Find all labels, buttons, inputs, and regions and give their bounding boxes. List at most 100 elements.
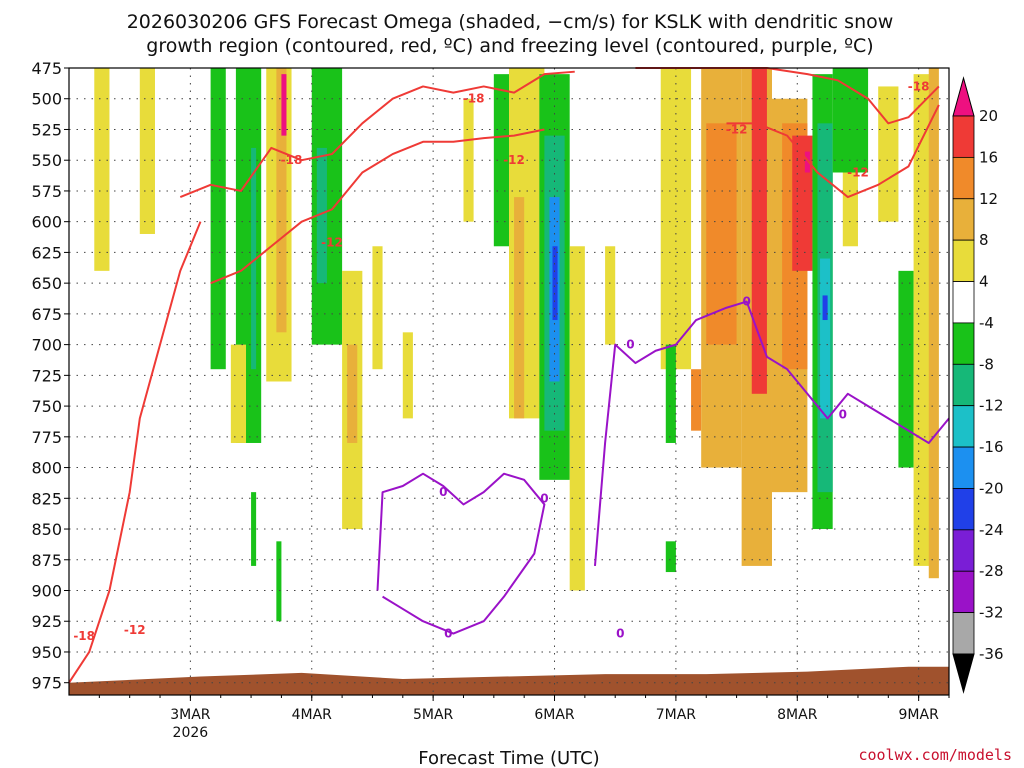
contour-line (593, 300, 950, 566)
colorbar-bin (952, 322, 975, 365)
omega-cell (842, 172, 858, 247)
contour-label: -18 (281, 153, 303, 167)
omega-cell (210, 68, 226, 370)
omega-cell (569, 246, 585, 591)
omega-cell (94, 68, 110, 271)
x-tick-label: 7MAR (656, 707, 697, 723)
colorbar-label: -16 (979, 438, 1004, 456)
contour-label: 0 (616, 627, 624, 641)
contour-line (376, 472, 546, 635)
x-tick-label: 9MAR (899, 707, 940, 723)
omega-cell (832, 68, 869, 173)
y-tick-label: 525 (31, 120, 62, 139)
omega-cell (281, 74, 287, 136)
colorbar-bin (952, 570, 975, 614)
colorbar-bin (952, 198, 975, 241)
contour-label: -18 (73, 629, 95, 643)
y-tick-label: 750 (31, 397, 62, 416)
contour-label: 0 (626, 338, 634, 352)
omega-cell (251, 147, 257, 370)
omega-cell (316, 147, 327, 284)
y-tick-label: 600 (31, 213, 62, 232)
colorbar-bin (952, 363, 975, 407)
colorbar-bin (952, 405, 975, 448)
y-tick-label: 475 (31, 59, 62, 78)
y-tick-label: 975 (31, 674, 62, 693)
colorbar-bin (952, 488, 975, 531)
x-tick-label: 3MAR (170, 707, 211, 723)
contour-label: -18 (908, 79, 930, 93)
y-tick-label: 650 (31, 274, 62, 293)
colorbar-label: -24 (979, 521, 1004, 539)
y-tick-label: 675 (31, 305, 62, 324)
time-axis: 3MAR 2026 4MAR 5MAR 6MAR 7MAR 8MAR 9MAR (98, 695, 950, 741)
omega-cell (691, 369, 702, 431)
colorbar-label: -4 (979, 314, 994, 332)
colorbar-bin (952, 446, 975, 489)
omega-cell (605, 246, 616, 345)
x-tick-label: 5MAR (413, 707, 454, 723)
contour-line (179, 70, 575, 199)
plot-frame (68, 67, 950, 696)
omega-cell (463, 98, 474, 222)
omega-shading (94, 68, 939, 622)
contour-line (68, 221, 202, 684)
y-tick-label: 950 (31, 643, 62, 662)
colorbar: 20 16 12 8 4 -4 -8 -12 -16 -20 -24 -28 -32 -36 (952, 76, 1004, 694)
x-tick-label: 8MAR (777, 707, 818, 723)
colorbar-label: 8 (979, 231, 989, 249)
colorbar-label: 16 (979, 148, 998, 166)
colorbar-label: -28 (979, 562, 1004, 580)
y-tick-label: 825 (31, 489, 62, 508)
y-tick-label: 550 (31, 151, 62, 170)
y-tick-label: 700 (31, 336, 62, 355)
terrain-area (69, 666, 949, 695)
y-tick-label: 500 (31, 90, 62, 109)
contour-line (726, 104, 940, 199)
omega-cell (552, 246, 558, 321)
omega-cell (372, 246, 383, 370)
contour-label: 0 (444, 627, 452, 641)
y-tick-label: 575 (31, 182, 62, 201)
colorbar-label: -36 (979, 645, 1004, 663)
x-tick-label: 6MAR (534, 707, 575, 723)
y-tick-label: 775 (31, 428, 62, 447)
x-tick-label: 4MAR (292, 707, 333, 723)
omega-cell (878, 86, 899, 222)
terrain-fill (69, 666, 949, 695)
y-tick-label: 850 (31, 520, 62, 539)
contour-label: -12 (726, 122, 748, 136)
contour-line (210, 128, 545, 285)
contour-label: 0 (540, 491, 548, 505)
omega-cell (276, 541, 282, 622)
omega-cell (230, 344, 247, 443)
contour-label: -12 (321, 236, 343, 250)
temperature-contours (68, 67, 950, 684)
omega-cell (706, 123, 737, 345)
colorbar-bin (952, 115, 975, 158)
colorbar-label: -12 (979, 397, 1004, 415)
contour-label: -12 (503, 153, 525, 167)
chart-title-line1: 2026030206 GFS Forecast Omega (shaded, −… (127, 11, 894, 33)
colorbar-cap-bottom (952, 653, 975, 694)
colorbar-label: 4 (979, 273, 989, 291)
omega-cell (820, 258, 831, 419)
y-tick-label: 625 (31, 243, 62, 262)
omega-cell (822, 295, 828, 321)
colorbar-label: -20 (979, 479, 1004, 497)
contour-label: 0 (743, 295, 751, 309)
contour-labels: -18 -12 -18 -12 -12 -18 -12 -18 -12 0 0 0 0 0 0 0 (73, 79, 929, 643)
omega-cell (804, 151, 810, 173)
contour-label: -12 (124, 623, 146, 637)
chart-title-line2: growth region (contoured, red, ºC) and f… (146, 35, 873, 57)
omega-cell (139, 68, 155, 234)
omega-cell (751, 68, 767, 394)
contour-label: -12 (847, 166, 869, 180)
omega-cell (251, 492, 257, 566)
y-tick-label: 875 (31, 551, 62, 570)
omega-cell (665, 541, 676, 573)
contour-label: 0 (439, 485, 447, 499)
y-tick-label: 925 (31, 612, 62, 631)
x-tick-sublabel: 2026 (173, 725, 209, 741)
